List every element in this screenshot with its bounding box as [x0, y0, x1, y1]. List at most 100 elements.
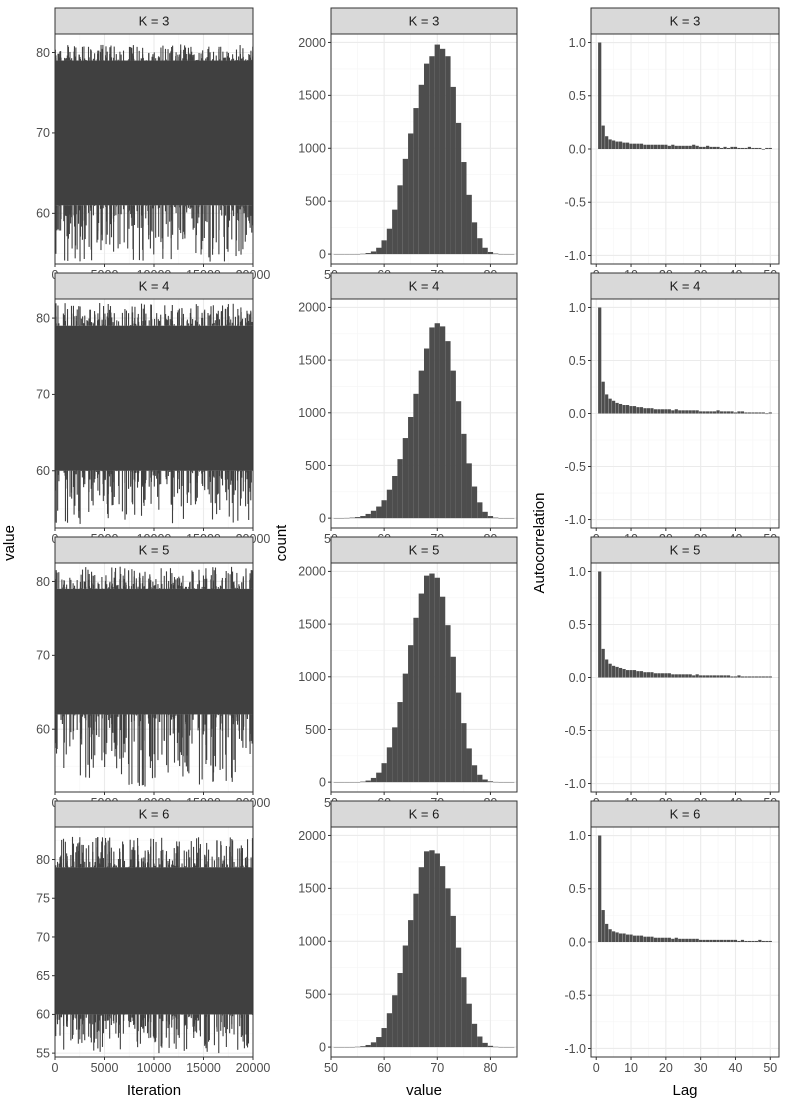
- histogram-bar: [370, 510, 377, 519]
- acf-bar: [747, 146, 752, 149]
- acf-bar: [699, 146, 703, 149]
- histogram-bar: [386, 489, 393, 519]
- acf-2-y-tick-label: 0.0: [569, 671, 586, 685]
- acf-bar: [625, 934, 630, 942]
- acf-bar: [744, 412, 748, 414]
- histogram-3-strip: [330, 800, 518, 828]
- acf-bar: [740, 147, 745, 149]
- acf-bar: [674, 409, 678, 414]
- acf-bar: [765, 676, 769, 678]
- acf-bar: [761, 940, 765, 942]
- acf-bar: [629, 406, 633, 414]
- acf-bar: [598, 571, 602, 678]
- acf-bar: [612, 931, 616, 942]
- acf-bar: [678, 674, 682, 678]
- acf-bar: [733, 146, 738, 149]
- acf-bar: [612, 140, 616, 149]
- acf-0-y-axis: -1.0 -0.5 0.0 0.5 1.0: [564, 36, 591, 263]
- acf-bar: [730, 411, 734, 414]
- trace-0-panel: K = 360708005000100001500020000: [36, 7, 270, 282]
- trace-body: [55, 60, 253, 206]
- acf-bar: [618, 403, 623, 414]
- acf-bar: [625, 142, 630, 149]
- acf-bar: [751, 147, 755, 149]
- acf-bar: [754, 676, 758, 678]
- histogram-bar: [477, 238, 483, 255]
- histogram-bar: [397, 702, 403, 783]
- acf-bar: [754, 147, 758, 149]
- trace-3-y-tick-label: 60: [36, 1008, 50, 1022]
- acf-bar: [632, 406, 637, 414]
- acf-bar: [751, 676, 755, 678]
- histogram-bar: [471, 765, 478, 783]
- acf-bar: [671, 410, 675, 414]
- histogram-0-strip: [330, 7, 518, 35]
- acf-bar: [612, 400, 616, 414]
- acf-bar: [660, 409, 664, 414]
- acf-bar: [660, 673, 664, 678]
- acf-0-strip-label: K = 3: [670, 14, 701, 29]
- histogram-bar: [455, 947, 462, 1048]
- histogram-2-y-tick-label: 1500: [298, 617, 326, 631]
- histogram-bar: [445, 56, 451, 255]
- histogram-bar: [392, 209, 398, 255]
- histogram-bar: [413, 108, 419, 255]
- acf-bar: [716, 675, 720, 678]
- acf-bar: [768, 676, 772, 678]
- trace-3-border: [54, 826, 254, 1058]
- histogram-bar: [450, 370, 456, 519]
- histogram-bar: [487, 1045, 494, 1048]
- acf-bar: [660, 937, 664, 942]
- acf-bar: [601, 381, 605, 414]
- acf-bar: [751, 940, 755, 942]
- acf-bar: [674, 674, 678, 678]
- trace-2-y-tick-label: 80: [36, 575, 50, 589]
- histogram-bar: [360, 781, 366, 783]
- histogram-bar: [408, 416, 414, 519]
- histogram-bar: [386, 1013, 393, 1048]
- histogram-bar: [445, 341, 451, 519]
- histogram-bar: [461, 723, 467, 783]
- acf-bar: [605, 136, 609, 149]
- histogram-bar: [445, 888, 451, 1048]
- acf-1-strip: [590, 272, 780, 300]
- histogram-3-strip-label: K = 6: [409, 807, 440, 822]
- histogram-0-panel: K = 3050010001500200050607080: [298, 7, 518, 282]
- trace-spikes: [54, 836, 254, 1054]
- x-axis-title-0: Iteration: [127, 1082, 181, 1099]
- acf-bar: [598, 307, 602, 414]
- acf-3-y-tick-label: 0.5: [569, 882, 586, 896]
- acf-1-y-tick-label: 1.0: [569, 301, 586, 315]
- acf-bar: [612, 665, 616, 678]
- histogram-2-y-axis: 0 500 1000 1500 2000: [298, 565, 331, 789]
- acf-bar: [706, 411, 710, 414]
- acf-bar: [758, 147, 762, 149]
- histogram-bar: [381, 763, 387, 783]
- trace-body: [55, 867, 253, 1015]
- trace-spikes: [54, 44, 254, 262]
- histogram-0-strip-label: K = 3: [409, 14, 440, 29]
- acf-bar: [723, 675, 727, 678]
- acf-bar: [664, 937, 668, 942]
- acf-bar: [615, 402, 619, 414]
- acf-bar: [758, 676, 762, 678]
- histogram-1-y-tick-label: 500: [305, 459, 326, 473]
- histogram-bar: [402, 945, 409, 1048]
- acf-bar: [744, 676, 748, 678]
- acf-bar: [664, 673, 668, 678]
- trace-0-y-axis: 60 70 80: [36, 46, 55, 221]
- acf-bar: [598, 42, 602, 149]
- histogram-bar: [418, 593, 424, 783]
- histogram-bar: [466, 463, 472, 519]
- acf-bar: [726, 675, 731, 678]
- histogram-bar: [413, 617, 419, 783]
- acf-bar: [761, 412, 765, 414]
- trace-3-x-tick-label: 15000: [186, 1061, 221, 1075]
- acf-bar: [650, 936, 654, 942]
- trace-0-y-tick-label: 70: [36, 126, 50, 140]
- acf-bar: [681, 674, 685, 678]
- acf-bar: [657, 937, 661, 942]
- acf-0-marks: [598, 42, 772, 150]
- histogram-bar: [445, 625, 451, 783]
